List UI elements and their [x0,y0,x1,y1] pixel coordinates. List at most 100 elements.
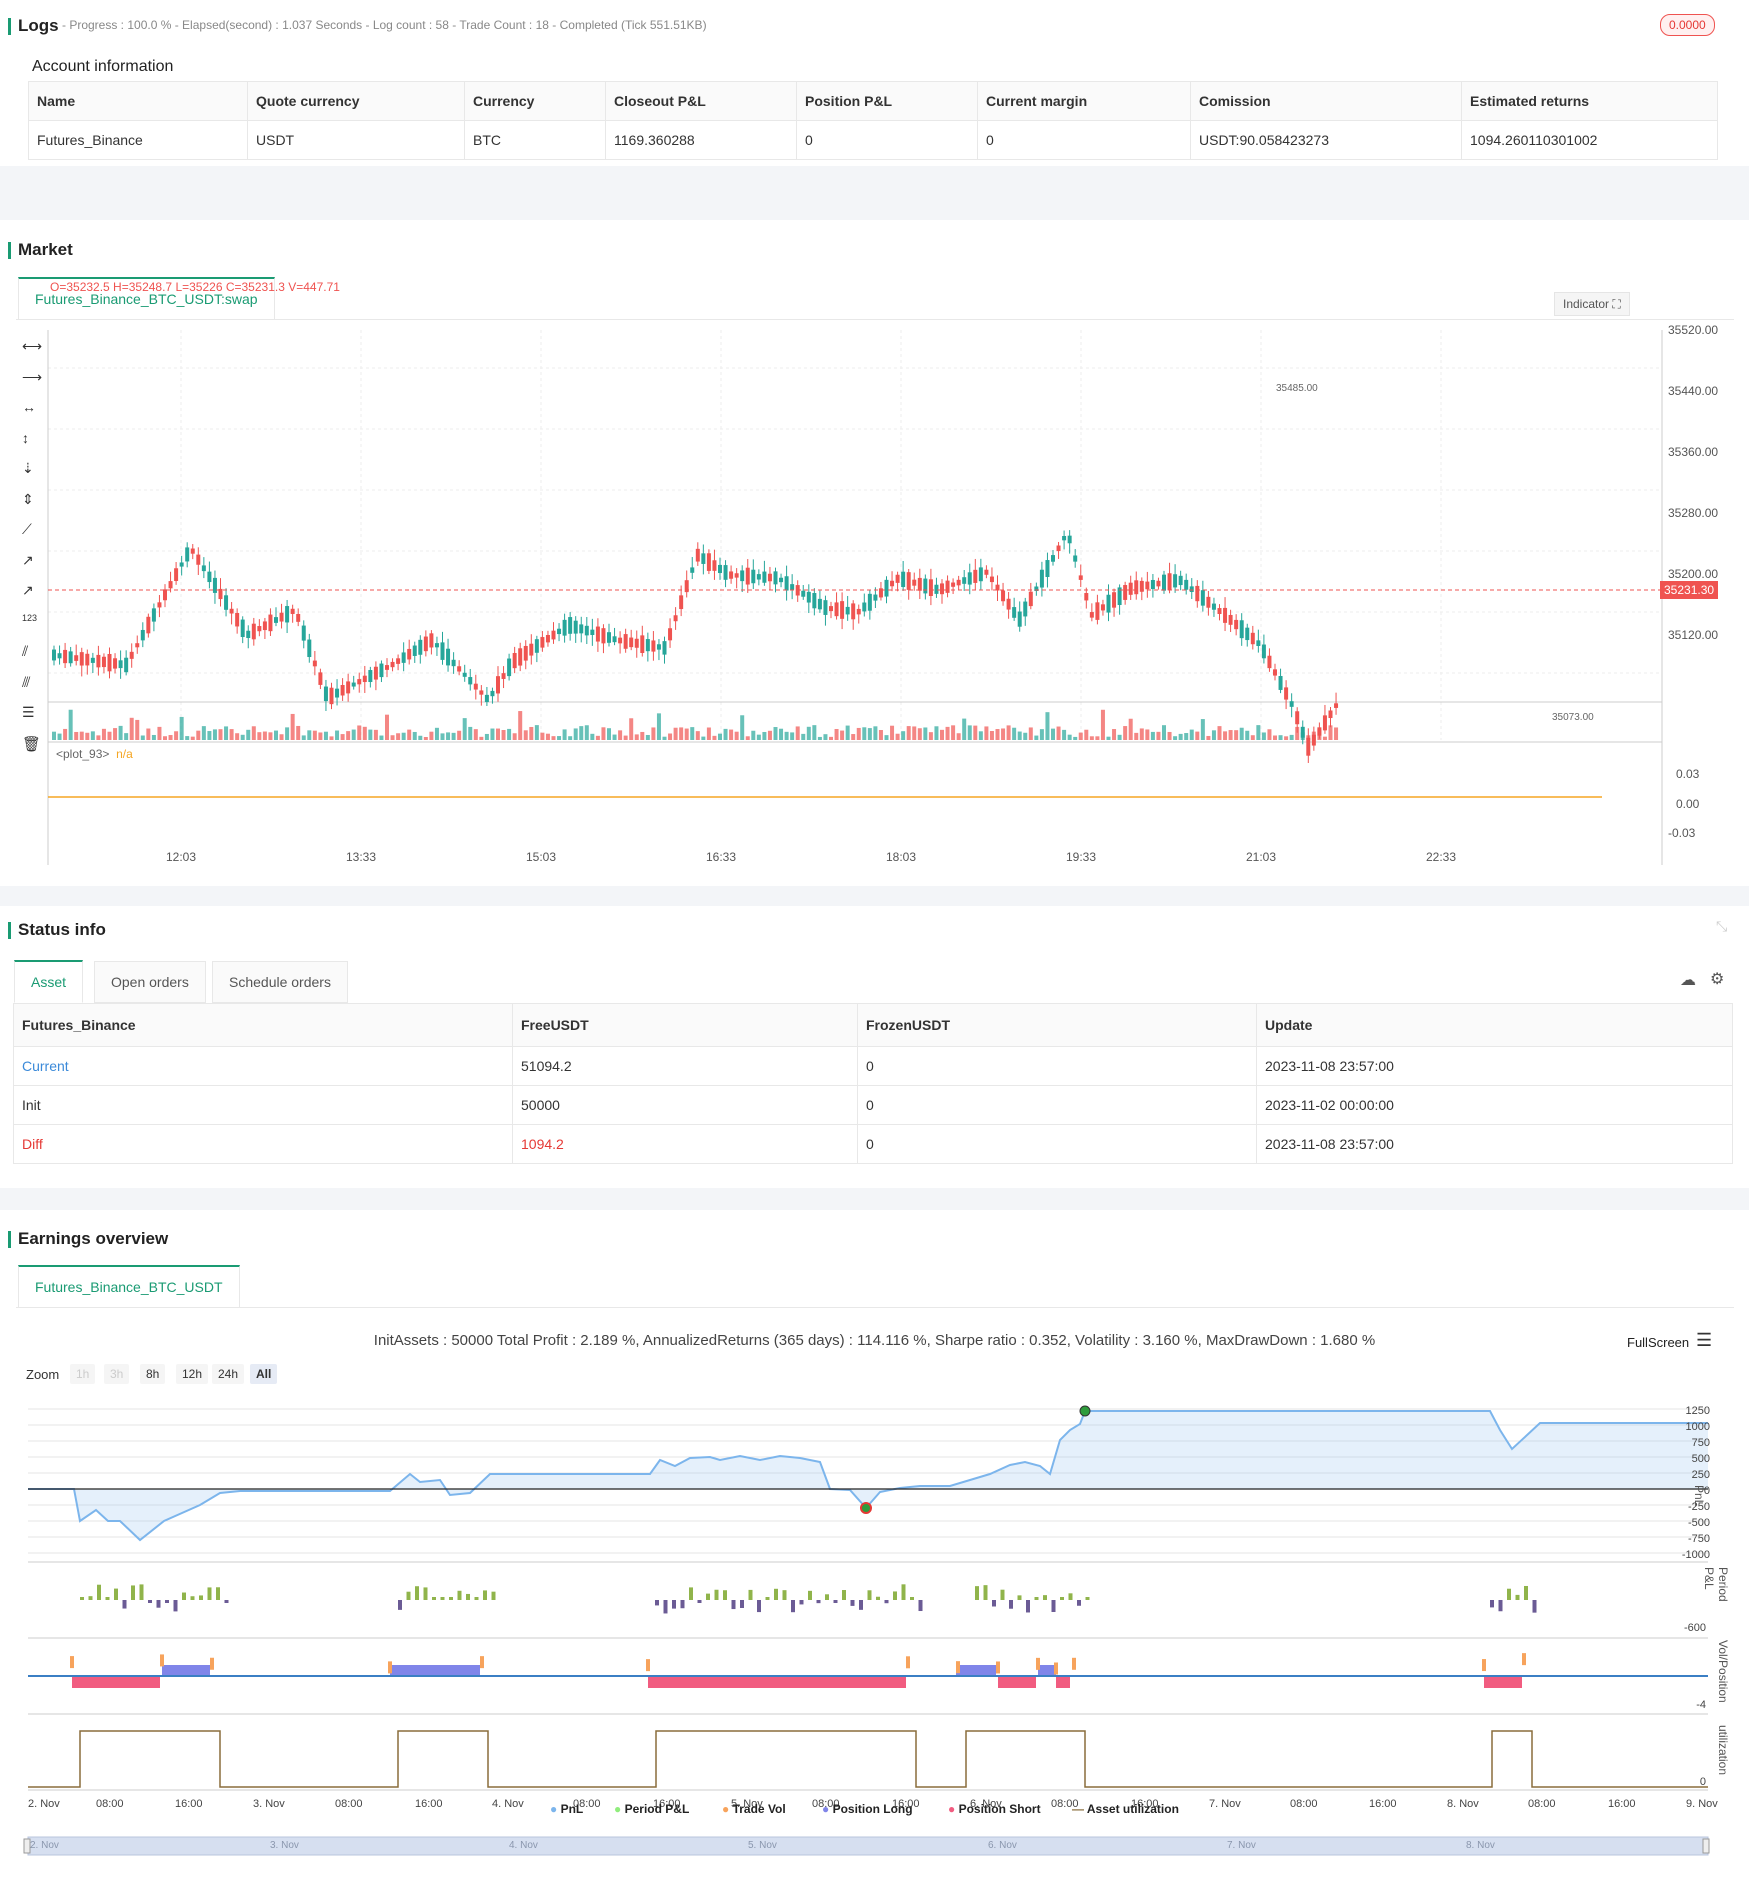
pitchfork-tool-icon[interactable]: ⫻ [22,673,31,690]
volume-bar [501,730,506,740]
tab-open-orders[interactable]: Open orders [94,961,206,1003]
volume-bar [562,729,567,740]
volume-bar [934,726,939,740]
date-tick: 08:00 [1528,1798,1556,1810]
volume-bar [446,732,451,740]
legend-item-trade-vol[interactable]: ● Trade Vol [722,1802,786,1816]
extended-line-tool-icon[interactable]: ↔ [22,399,36,415]
volume-bar [290,713,295,740]
volume-bar [1006,725,1011,740]
volume-bar [1278,735,1283,740]
volume-bar [1156,731,1161,740]
trend-line-tool-icon[interactable]: ⟋ [22,521,32,537]
volume-bar [246,729,251,740]
indicator-button[interactable]: Indicator ⛶ [1554,292,1630,316]
axis-title-utilization: utilization [1716,1725,1730,1776]
period-pnl-bar [975,1586,979,1600]
candle [96,654,101,668]
candle [1156,580,1161,587]
vertical-segment-tool-icon[interactable]: ⇕ [22,490,34,507]
legend-item-asset-utilization[interactable]: — Asset utilization [1072,1802,1179,1816]
candle [1223,607,1228,623]
trash-icon[interactable]: 🗑 [22,735,42,753]
tab-asset[interactable]: Asset [14,960,84,1003]
pnl-tick: -750 [1687,1533,1710,1545]
trade-vol-bar [160,1654,164,1667]
volume-bar [856,727,861,740]
pnl-tick: 0 [1703,1485,1710,1497]
parallel-channel-tool-icon[interactable]: ⫽ [22,643,29,659]
candle [140,629,145,641]
period-pnl-bar [97,1584,101,1600]
fibonacci-tool-icon[interactable]: ☰ [22,704,35,720]
price-tick: 35200.00 [1668,567,1719,581]
volume-bar [967,725,972,740]
date-tick: 2. Nov [28,1798,60,1810]
period-pnl-bar [859,1600,863,1610]
volume-bar [851,734,856,740]
candle [101,656,106,668]
period-pnl-bar [457,1590,462,1600]
arrow-tool-icon[interactable]: ↗ [22,582,34,598]
candle [52,649,56,661]
candle [1145,581,1150,590]
zoom-24h-button[interactable]: 24h [212,1364,245,1384]
legend-item-position-long[interactable]: ● Position Long [822,1802,913,1816]
horizontal-ray-tool-icon[interactable]: ⟶ [22,368,43,385]
volume-bar [1100,709,1105,740]
legend-item-period-pnl[interactable]: ● Period P&L [614,1802,690,1816]
candle [607,632,611,643]
pnl-tick: 250 [1691,1469,1710,1481]
horizontal-line-tool-icon[interactable]: ⟷ [22,338,43,354]
volume-bar [1062,729,1067,740]
candle [512,652,517,669]
zoom-1h-button[interactable]: 1h [70,1364,96,1384]
ray-tool-icon[interactable]: ↗ [22,551,34,568]
column-header: Closeout P&L [605,81,797,121]
volume-bar [490,728,495,740]
position-short-bar [1484,1676,1522,1688]
legend-item-pnl[interactable]: ● PnL [550,1802,584,1816]
navigator-right-handle[interactable] [1702,1838,1710,1854]
table-cell: BTC [464,120,606,160]
zoom-3h-button[interactable]: 3h [104,1364,130,1384]
tab-schedule-orders[interactable]: Schedule orders [212,961,348,1003]
candle [279,612,284,622]
candle [656,644,661,650]
price-label-tool-icon[interactable]: 123 [22,612,38,623]
period-pnl-bar [423,1587,428,1600]
volume-bar [1084,729,1089,740]
candle [301,625,306,641]
candle [185,547,190,562]
candle [984,569,989,575]
zoom-8h-button[interactable]: 8h [140,1364,166,1384]
cloud-download-icon[interactable]: ☁ [1680,972,1696,989]
candle [196,554,201,565]
candle [168,581,173,589]
volume-bar [1267,729,1272,740]
fullscreen-button[interactable]: FullScreen [1627,1335,1690,1350]
navigator-left-handle[interactable] [23,1838,31,1854]
plot93-value: n/a [116,747,133,761]
tab-earnings-symbol[interactable]: Futures_Binance_BTC_USDT [18,1265,240,1308]
candle [1089,612,1094,618]
volume-bar [379,735,384,740]
candle [412,645,417,656]
legend-item-position-short[interactable]: ● Position Short [948,1802,1041,1816]
volume-bar [718,733,722,740]
zoom-all-button[interactable]: All [250,1364,278,1384]
tab-market-symbol[interactable]: Futures_Binance_BTC_USDT:swap [18,277,275,320]
menu-icon[interactable]: ☰ [1696,1330,1713,1350]
collapse-icon[interactable]: ⤡ [1716,918,1728,934]
volume-bar [1134,732,1139,740]
candle [1278,675,1283,690]
vertical-line-tool-icon[interactable]: ↕ [22,429,29,446]
period-pnl-bar [867,1590,872,1600]
zoom-12h-button[interactable]: 12h [176,1364,209,1384]
candle [695,548,700,562]
vertical-ray-tool-icon[interactable]: ⇣ [22,460,34,476]
candle [773,571,778,585]
gear-icon[interactable]: ⚙ [1710,971,1725,988]
candle [434,643,439,648]
